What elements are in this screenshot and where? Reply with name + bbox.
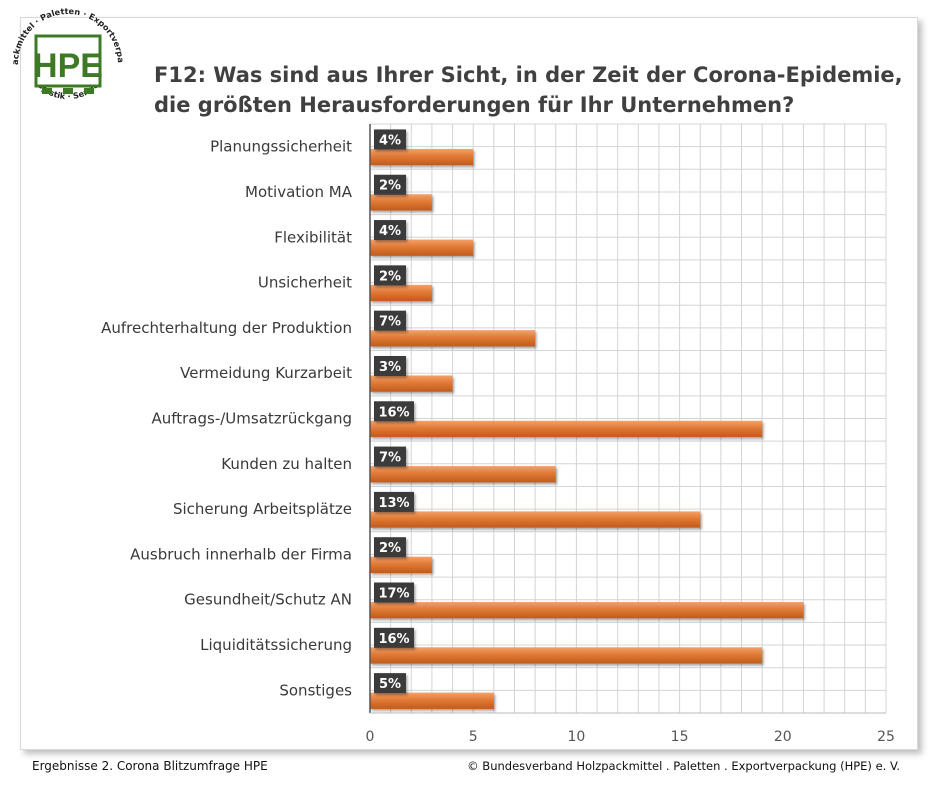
chart-title-line-1: F12: Was sind aus Ihrer Sicht, in der Ze… — [154, 63, 903, 87]
data-label: 7% — [379, 315, 401, 330]
data-label: 13% — [378, 496, 409, 511]
bar — [370, 466, 556, 483]
bar — [370, 375, 453, 392]
chart-title-line-2: die größten Herausforderungen für Ihr Un… — [154, 93, 795, 117]
x-tick-label: 5 — [469, 729, 478, 745]
data-label-box — [374, 491, 414, 512]
category-label: Vermeidung Kurzarbeit — [180, 364, 352, 382]
data-label: 17% — [378, 587, 409, 602]
data-label-box — [374, 446, 406, 467]
bar — [370, 601, 804, 619]
category-label: Unsicherheit — [258, 274, 352, 292]
category-label: Sicherung Arbeitsplätze — [173, 500, 352, 518]
x-tick-label: 15 — [671, 729, 689, 745]
category-label: Sonstiges — [279, 681, 352, 699]
category-label: Flexibilität — [274, 228, 352, 246]
category-label: Kunden zu halten — [221, 455, 352, 473]
data-label: 2% — [379, 179, 401, 194]
x-tick-label: 0 — [366, 729, 375, 745]
data-label-box — [374, 129, 406, 150]
data-label-box — [374, 627, 414, 648]
x-tick-label: 25 — [877, 729, 895, 745]
category-label: Auftrags-/Umsatzrückgang — [151, 410, 352, 428]
footer-copyright: © Bundesverband Holzpackmittel . Palette… — [467, 759, 900, 773]
grid — [369, 123, 887, 714]
data-label-box — [374, 265, 406, 286]
bar — [370, 148, 474, 166]
data-label-box — [374, 220, 406, 241]
x-tick-label: 10 — [567, 729, 585, 745]
x-axis: 0 5 10 15 20 25 — [366, 124, 895, 745]
bar — [370, 692, 494, 709]
logo-letters: HPE — [33, 47, 103, 85]
data-label-box — [374, 401, 414, 422]
data-label-box — [374, 673, 406, 694]
data-label-box — [374, 582, 414, 603]
bar — [370, 511, 701, 528]
data-label-box — [374, 174, 406, 195]
chart-title: F12: Was sind aus Ihrer Sicht, in der Ze… — [154, 60, 903, 120]
data-label: 2% — [379, 269, 401, 284]
data-label: 2% — [379, 541, 401, 556]
data-label-box — [374, 355, 406, 376]
hpe-logo: Holzpackmittel · Paletten · Exportverpac… — [6, 2, 126, 101]
bars: 4% 2% 4% 2% 7% 3% 16% 7% 13% 2% 17% 16% 5% — [370, 129, 804, 709]
x-tick-label: 20 — [774, 729, 792, 745]
data-label: 16% — [378, 405, 409, 420]
chart-frame — [20, 17, 918, 750]
data-label-box — [374, 537, 406, 558]
bar — [370, 556, 432, 573]
data-label: 5% — [379, 677, 401, 692]
category-label: Motivation MA — [245, 183, 353, 201]
category-label: Liquiditätssicherung — [200, 636, 352, 654]
category-label: Aufrechterhaltung der Produktion — [101, 319, 352, 337]
data-label: 4% — [379, 133, 401, 148]
data-label: 16% — [378, 632, 409, 647]
data-label: 4% — [379, 224, 401, 239]
category-label: Gesundheit/Schutz AN — [184, 591, 352, 609]
bar — [370, 239, 474, 256]
data-label: 3% — [379, 360, 401, 375]
bar — [370, 420, 763, 438]
category-labels: Planungssicherheit Motivation MA Flexibili… — [101, 138, 353, 700]
footer-source: Ergebnisse 2. Corona Blitzumfrage HPE — [32, 759, 268, 773]
category-label: Ausbruch innerhalb der Firma — [130, 545, 352, 563]
category-label: Planungssicherheit — [210, 138, 352, 156]
bar — [370, 194, 432, 211]
data-label: 7% — [379, 451, 401, 466]
bar — [370, 330, 536, 347]
bar — [370, 647, 763, 664]
data-label-box — [374, 310, 406, 331]
bar — [370, 284, 432, 302]
